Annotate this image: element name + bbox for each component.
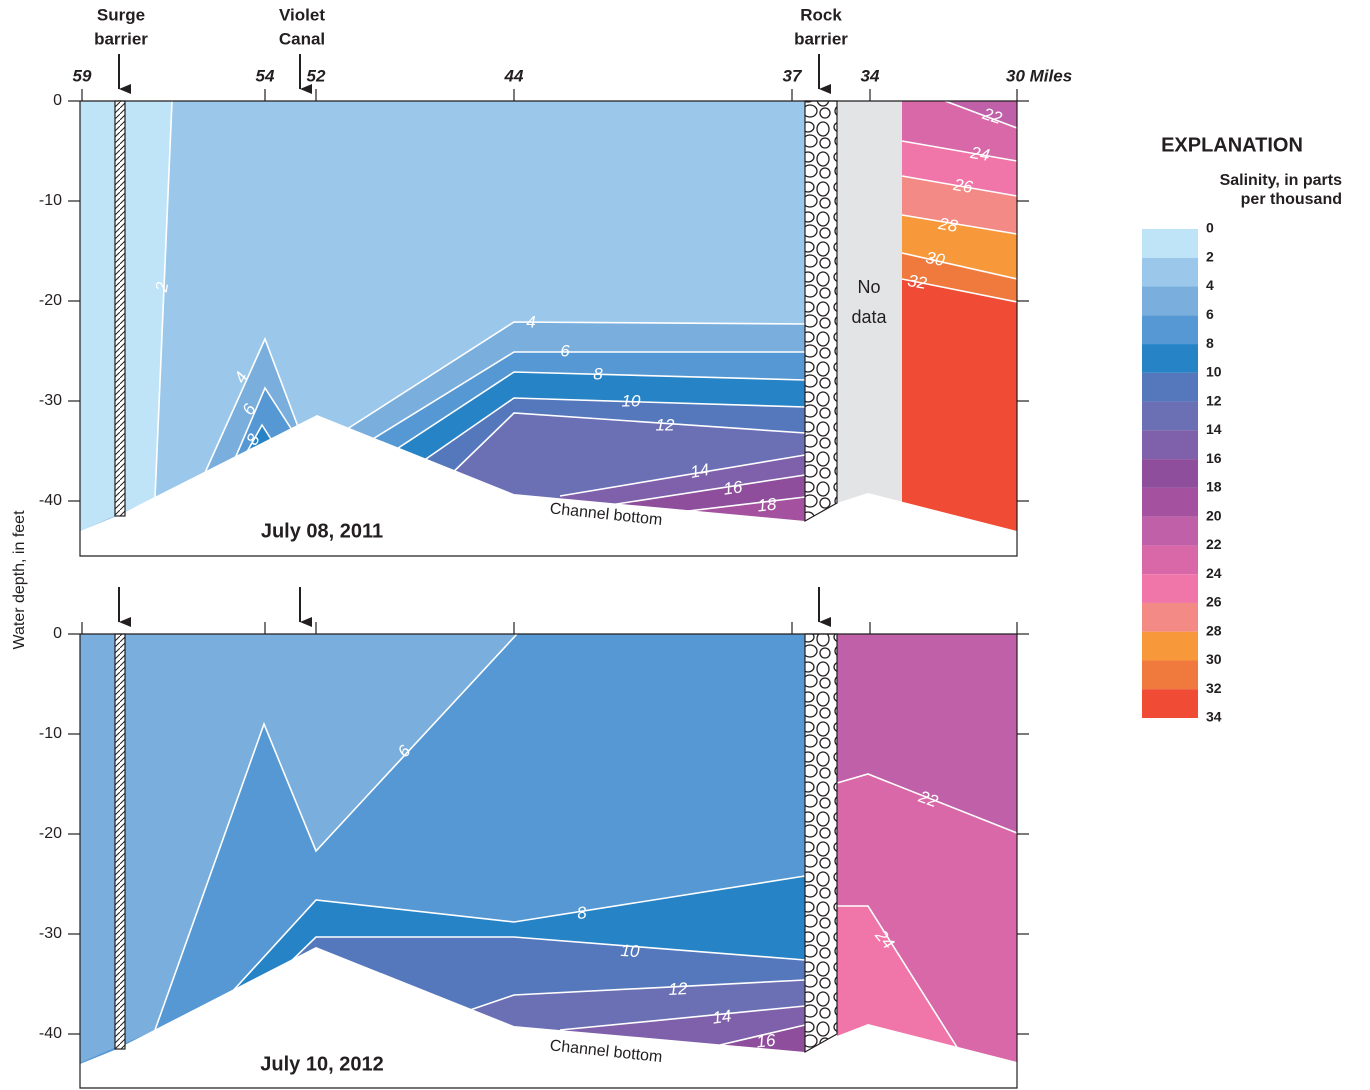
legend-label: 22 — [1206, 536, 1222, 552]
x-tick-label: 37 — [783, 66, 803, 85]
structure-label: Canal — [279, 29, 325, 48]
legend-swatch — [1142, 229, 1198, 258]
contour-label: 16 — [755, 1030, 776, 1051]
legend-swatch — [1142, 258, 1198, 287]
y-tick-label: -20 — [39, 292, 62, 309]
legend-swatch — [1142, 603, 1198, 632]
y-tick-label: -10 — [39, 725, 62, 742]
contour-label: 14 — [711, 1006, 732, 1027]
legend-subtitle: Salinity, in parts — [1220, 172, 1343, 189]
y-tick-label: -30 — [39, 392, 62, 409]
legend-label: 28 — [1206, 622, 1222, 638]
surge-barrier — [115, 634, 125, 1049]
contour-label: 6 — [560, 341, 570, 360]
legend-swatch — [1142, 430, 1198, 459]
legend-label: 10 — [1206, 364, 1222, 380]
y-tick-label: -10 — [39, 192, 62, 209]
legend-swatch — [1142, 632, 1198, 661]
structure-label: barrier — [794, 29, 848, 48]
legend-label: 20 — [1206, 507, 1222, 523]
legend-label: 18 — [1206, 479, 1222, 495]
y-tick-label: -30 — [39, 925, 62, 942]
y-tick-label: 0 — [53, 92, 62, 109]
legend-subtitle: per thousand — [1241, 191, 1342, 208]
legend-label: 24 — [1206, 565, 1222, 581]
structure-label: Rock — [800, 5, 842, 24]
legend-swatch — [1142, 689, 1198, 718]
rock-barrier — [805, 101, 837, 521]
legend-swatch — [1142, 373, 1198, 402]
x-tick-label: 44 — [504, 66, 524, 85]
legend-swatch — [1142, 545, 1198, 574]
panel-date: July 08, 2011 — [261, 520, 383, 542]
y-tick-label: -40 — [39, 492, 62, 509]
legend-label: 4 — [1206, 277, 1214, 293]
legend-swatch — [1142, 488, 1198, 517]
legend-swatch — [1142, 459, 1198, 488]
contour-label: 12 — [656, 415, 675, 434]
legend-label: 0 — [1206, 220, 1214, 236]
contour-label: 28 — [936, 214, 959, 236]
legend-label: 6 — [1206, 306, 1214, 322]
legend-swatch — [1142, 574, 1198, 603]
legend-swatch — [1142, 660, 1198, 689]
y-tick-label: -40 — [39, 1025, 62, 1042]
surge-barrier — [115, 101, 125, 516]
legend-label: 16 — [1206, 450, 1222, 466]
contour-label: 12 — [668, 979, 688, 999]
contour-label: 18 — [756, 494, 777, 515]
legend-label: 14 — [1206, 421, 1222, 437]
x-tick-label: 54 — [256, 66, 275, 85]
no-data-label: data — [851, 307, 887, 327]
legend-label: 2 — [1206, 248, 1214, 264]
structure-label: barrier — [94, 29, 148, 48]
structure-label: Surge — [97, 5, 145, 24]
no-data-label: No — [857, 277, 880, 297]
legend-label: 30 — [1206, 651, 1222, 667]
legend-label: 34 — [1206, 709, 1222, 725]
x-tick-label: 59 — [73, 66, 92, 85]
x-tick-label: 52 — [307, 66, 326, 85]
contour-label: 4 — [526, 312, 535, 331]
y-tick-label: 0 — [53, 625, 62, 642]
x-tick-label: 34 — [861, 66, 880, 85]
contour-label: 10 — [622, 391, 641, 410]
contour-label: 14 — [689, 460, 711, 482]
figure: Water depth, in feet EXPLANATION Salinit… — [0, 0, 1370, 1090]
contour-label: 32 — [906, 271, 928, 293]
contour-label: 16 — [722, 477, 744, 499]
legend-label: 12 — [1206, 392, 1222, 408]
contour-label: 8 — [593, 364, 603, 383]
legend-label: 26 — [1206, 594, 1222, 610]
structure-label: Violet — [279, 5, 325, 24]
no-data-zone — [837, 101, 902, 556]
contour-label: 26 — [951, 175, 974, 197]
legend-swatch — [1142, 402, 1198, 431]
x-tick-label: 30 Miles — [1006, 66, 1072, 85]
legend-title: EXPLANATION — [1161, 134, 1303, 156]
contour-label: 24 — [968, 143, 991, 165]
legend-label: 8 — [1206, 335, 1214, 351]
legend-swatch — [1142, 344, 1198, 373]
y-axis-label: Water depth, in feet — [11, 510, 28, 650]
legend-label: 32 — [1206, 680, 1222, 696]
y-tick-label: -20 — [39, 825, 62, 842]
legend-swatch — [1142, 315, 1198, 344]
contour-label: 30 — [924, 248, 946, 270]
legend-swatch — [1142, 287, 1198, 316]
contour-label: 10 — [620, 941, 641, 961]
legend-swatch — [1142, 517, 1198, 546]
page: Water depth, in feet EXPLANATION Salinit… — [0, 0, 1370, 1090]
rock-barrier — [805, 634, 837, 1052]
panel-date: July 10, 2012 — [260, 1053, 383, 1075]
